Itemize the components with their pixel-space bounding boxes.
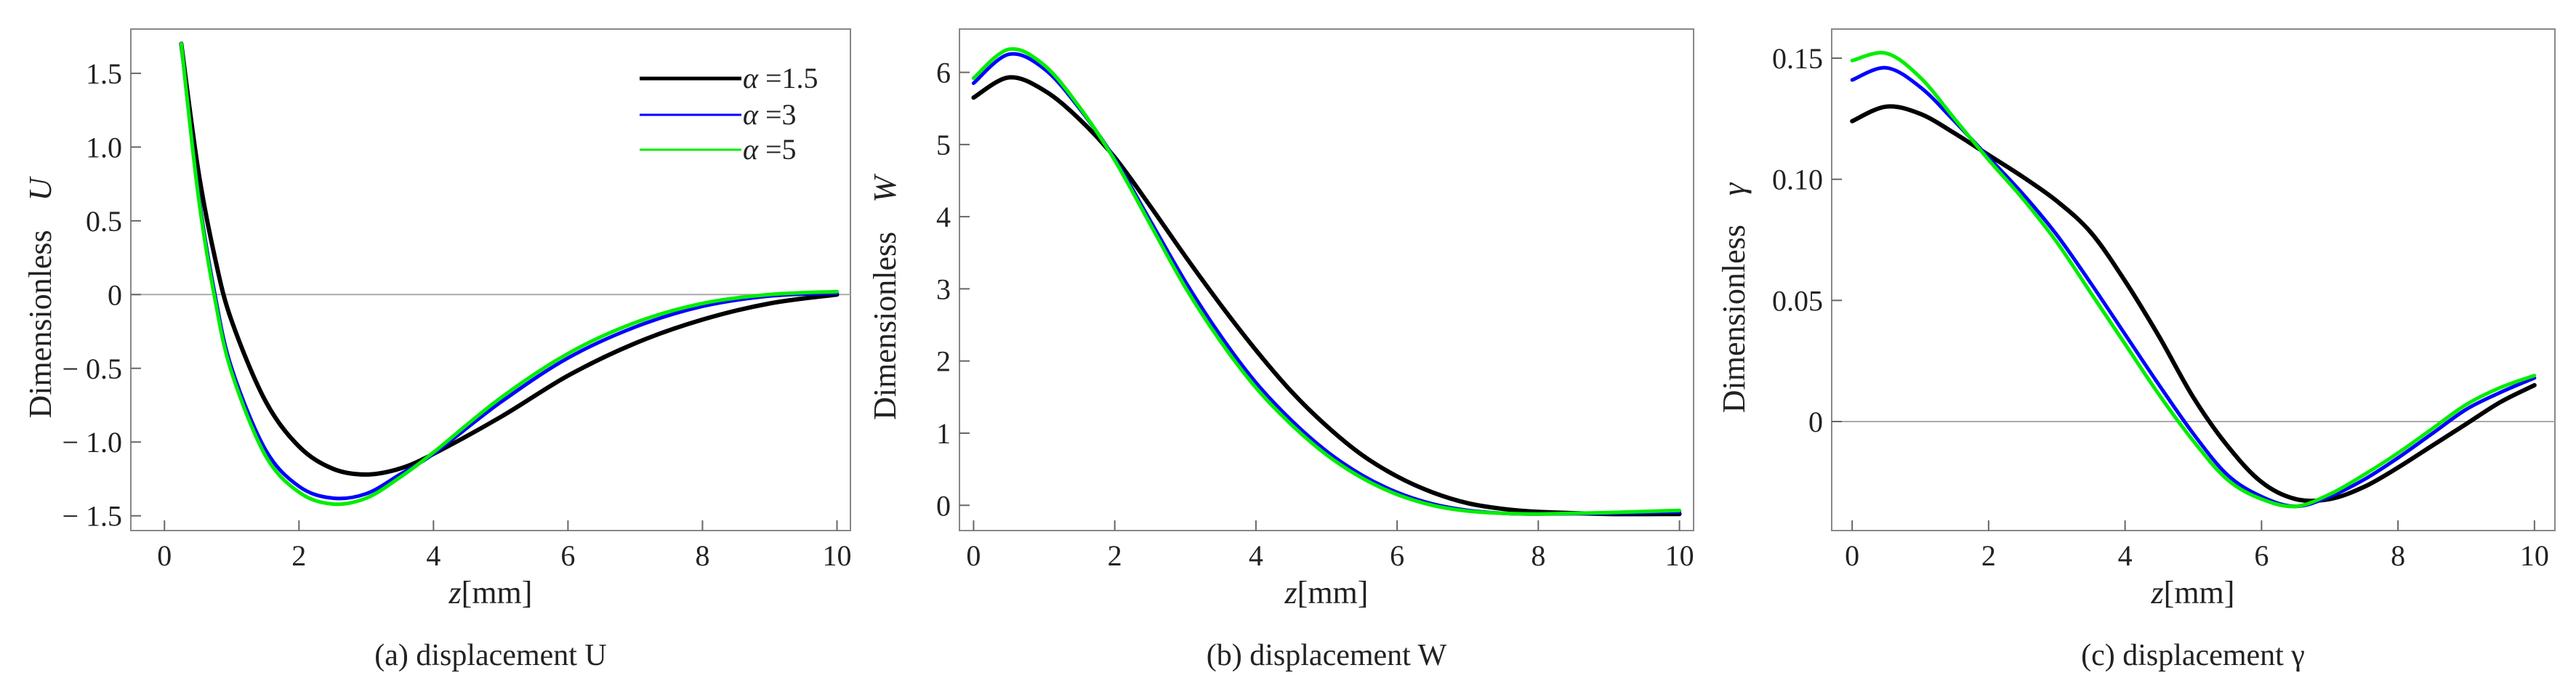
panel-a-y-tick-label: 0.5	[86, 205, 122, 238]
panel-c-x-tick-label: 2	[1981, 539, 1996, 572]
panel-c-x-axis-label: z[mm]	[2151, 575, 2235, 611]
legend-label-alpha-5: α =5	[743, 133, 797, 166]
panel-b-series-alpha-5	[971, 47, 1682, 516]
panel-c-y-tick-label: 0.15	[1772, 42, 1823, 75]
panel-b-y-tick-label: 2	[936, 345, 951, 378]
legend: α =1.5 α =3 α =5	[640, 62, 818, 166]
panel-a-x-axis-label: z[mm]	[448, 575, 533, 611]
panel-c-x-tick-label: 4	[2118, 539, 2133, 572]
panel-b-x-tick-label: 6	[1390, 539, 1404, 572]
panel-a-caption: (a) displacement U	[374, 639, 607, 672]
panel-b-x-tick-label: 2	[1108, 539, 1122, 572]
panel-b-y-tick-label: 3	[936, 273, 951, 305]
panel-c-y-axis-label: Dimensionlessγ	[1716, 182, 1752, 413]
panel-a-plot-frame	[130, 28, 851, 531]
panel-c-plot-frame	[1831, 28, 2556, 531]
panel-c-y-tick-label: 0	[1808, 406, 1823, 438]
panel-a-y-tick-label: 0	[108, 278, 122, 311]
panel-b-x-tick-label: 8	[1531, 539, 1545, 572]
panel-b-y-tick-label: 4	[936, 201, 951, 233]
panel-a-y-tick-label: − 0.5	[62, 352, 122, 385]
panel-a-x-tick-label: 4	[426, 539, 440, 572]
panel-b-series-alpha-3	[971, 52, 1682, 516]
panel-b-x-axis-label: z[mm]	[1284, 575, 1369, 611]
panel-b-x-tick-label: 4	[1249, 539, 1263, 572]
panel-a-x-tick-label: 6	[560, 539, 575, 572]
panel-a-y-tick-label: 1.0	[86, 131, 122, 164]
panel-a-y-axis-label: DimensionlessU	[23, 175, 58, 418]
panel-a-y-tick-label: − 1.5	[62, 500, 122, 533]
panel-b-y-tick-label: 6	[936, 57, 951, 89]
panel-a-series-alpha-5	[179, 41, 839, 507]
panel-b-caption: (b) displacement W	[1207, 639, 1447, 672]
panel-b-plot-frame	[959, 28, 1694, 531]
panel-a-x-tick-label: 2	[291, 539, 306, 572]
panel-b-y-axis-label: DimensionlessW	[867, 174, 903, 420]
panel-c-x-tick-label: 0	[1845, 539, 1859, 572]
legend-label-alpha-1-5: α =1.5	[743, 62, 818, 94]
panel-a: 0 2 4 6 8 10 − 1.5 − 1.0 − 0.5 0 0.5 1.0 1.5 Dimensi…	[23, 28, 851, 672]
panel-c-series-alpha-5	[1850, 51, 2537, 509]
panel-c-series-alpha-1-5	[1850, 104, 2537, 504]
panel-b-x-tick-label: 0	[966, 539, 981, 572]
panel-c-caption: (c) displacement γ	[2081, 639, 2305, 672]
panel-c: 0 2 4 6 8 10 0 0.05 0.10 0.15 Dimensionlessγ z[mm…	[1716, 28, 2556, 672]
panel-b-series-alpha-1-5	[971, 75, 1682, 517]
panel-a-y-tick-label: 1.5	[86, 57, 122, 90]
panel-c-x-tick-label: 10	[2520, 539, 2549, 572]
panel-c-x-tick-label: 6	[2254, 539, 2269, 572]
panel-b-x-tick-label: 10	[1665, 539, 1694, 572]
panel-b-y-tick-label: 0	[936, 489, 951, 522]
panel-a-series-alpha-1-5	[179, 41, 840, 477]
panel-b-y-tick-label: 1	[936, 417, 951, 450]
panel-c-x-tick-label: 8	[2391, 539, 2405, 572]
panel-c-y-tick-label: 0.10	[1772, 164, 1823, 196]
panel-a-y-tick-label: − 1.0	[62, 426, 122, 459]
panel-a-x-tick-label: 0	[157, 539, 172, 572]
panel-a-x-tick-label: 10	[822, 539, 851, 572]
panel-a-series-alpha-3	[179, 41, 839, 501]
panel-c-y-tick-label: 0.05	[1772, 284, 1823, 317]
legend-label-alpha-3: α =3	[743, 98, 797, 131]
panel-a-x-tick-label: 8	[695, 539, 709, 572]
panel-b-y-tick-label: 5	[936, 129, 951, 161]
panel-b: 0 2 4 6 8 10 0 1 2 3 4 5 6 DimensionlessW z[mm] (b) …	[867, 28, 1694, 672]
